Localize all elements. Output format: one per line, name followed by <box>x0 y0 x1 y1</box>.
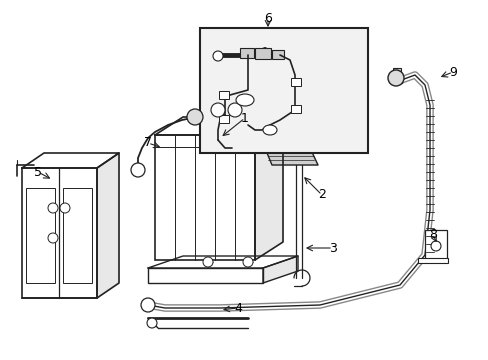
Bar <box>155 135 254 260</box>
Text: 9: 9 <box>448 66 456 78</box>
Polygon shape <box>263 256 297 283</box>
Bar <box>22 168 97 298</box>
Polygon shape <box>155 117 283 135</box>
Text: 8: 8 <box>428 229 436 242</box>
Circle shape <box>48 233 58 243</box>
Bar <box>214 106 222 114</box>
Polygon shape <box>148 256 297 268</box>
Bar <box>230 106 239 114</box>
Polygon shape <box>254 117 283 260</box>
Bar <box>424 230 446 262</box>
Bar <box>26 188 55 283</box>
Text: 7: 7 <box>143 136 152 149</box>
Circle shape <box>147 318 157 328</box>
Circle shape <box>243 257 252 267</box>
Bar <box>392 68 400 75</box>
Circle shape <box>141 298 155 312</box>
Text: 5: 5 <box>34 166 42 179</box>
Bar <box>190 112 200 120</box>
Bar <box>254 48 270 59</box>
Bar <box>63 188 92 283</box>
Text: 3: 3 <box>328 242 336 255</box>
Circle shape <box>48 203 58 213</box>
Circle shape <box>210 103 224 117</box>
Polygon shape <box>97 153 119 298</box>
Bar <box>417 258 447 263</box>
Circle shape <box>186 109 203 125</box>
Polygon shape <box>22 153 119 168</box>
Bar <box>148 268 263 283</box>
Text: 1: 1 <box>241 112 248 125</box>
Bar <box>290 105 301 113</box>
Circle shape <box>227 103 242 117</box>
Text: 2: 2 <box>317 189 325 202</box>
Ellipse shape <box>236 94 253 106</box>
Circle shape <box>203 257 213 267</box>
Bar <box>240 48 253 58</box>
Bar <box>200 28 367 153</box>
Bar <box>219 91 228 99</box>
Text: 4: 4 <box>234 302 242 315</box>
Circle shape <box>430 241 440 251</box>
Bar <box>389 73 401 83</box>
Bar <box>219 115 228 123</box>
Polygon shape <box>264 148 317 165</box>
Circle shape <box>213 51 223 61</box>
Circle shape <box>387 70 403 86</box>
Bar <box>271 50 284 59</box>
Circle shape <box>131 163 145 177</box>
Bar <box>290 78 301 86</box>
Text: 6: 6 <box>264 12 271 24</box>
Ellipse shape <box>263 125 276 135</box>
Circle shape <box>60 203 70 213</box>
